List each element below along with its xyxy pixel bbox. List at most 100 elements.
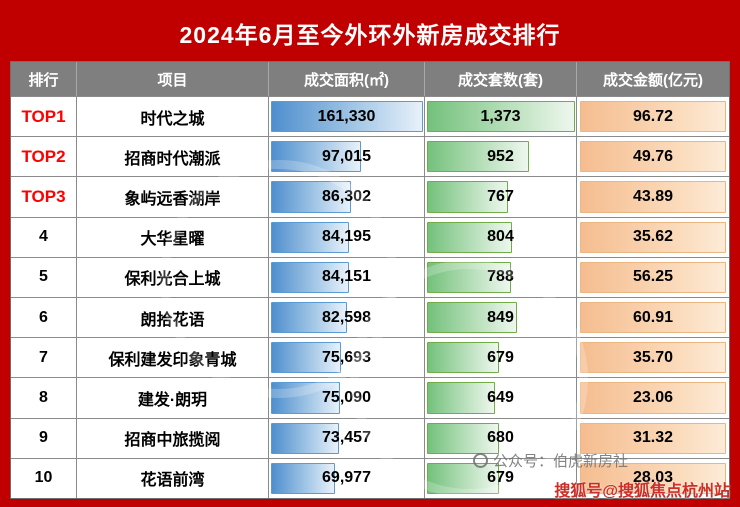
project-name: 保利建发印象青城 xyxy=(108,351,237,369)
rank-cell: 7 xyxy=(11,338,77,378)
table-row: 5 保利光合上城 84,151 788 56.25 xyxy=(11,256,729,298)
project-name: 花语前湾 xyxy=(140,472,205,490)
project-name: 时代之城 xyxy=(140,110,205,128)
project-cell: 大华星曜 xyxy=(77,217,269,257)
area-value: 84,195 xyxy=(322,228,371,246)
area-cell: 82,598 xyxy=(269,298,425,338)
amount-cell: 96.72 xyxy=(577,97,729,136)
amount-cell: 31.32 xyxy=(577,419,729,458)
area-value: 86,302 xyxy=(322,188,371,205)
amount-fill-box xyxy=(580,221,726,253)
page-title: 2024年6月至今外环外新房成交排行 xyxy=(179,22,561,48)
units-value: 788 xyxy=(487,268,514,286)
project-cell: 花语前湾 xyxy=(77,458,269,499)
amount-cell: 49.76 xyxy=(577,137,729,176)
units-cell: 804 xyxy=(425,217,577,257)
project-name: 建发·朗玥 xyxy=(137,392,208,410)
amount-value: 35.70 xyxy=(632,348,674,366)
project-cell: 象屿远香湖岸 xyxy=(77,177,269,217)
amount-fill-box xyxy=(580,382,726,414)
area-data-bar xyxy=(271,302,348,334)
rank-label: TOP3 xyxy=(21,187,66,206)
account-watermark: 公众号：伯虎新房社 xyxy=(472,450,628,471)
table-row: 10 花语前湾 69,977 679 28.03 xyxy=(11,457,729,499)
units-cell: 679 xyxy=(425,338,577,378)
rank-label: 6 xyxy=(39,308,48,326)
amount-value: 23.06 xyxy=(632,389,674,407)
amount-fill-box xyxy=(580,302,726,334)
project-name: 招商时代潮派 xyxy=(124,150,221,168)
rank-cell: 10 xyxy=(11,458,77,499)
area-value: 84,151 xyxy=(322,268,371,286)
amount-fill-box xyxy=(580,422,726,454)
rank-label: 10 xyxy=(34,469,53,487)
area-value: 82,598 xyxy=(322,308,371,326)
area-data-bar xyxy=(271,462,336,495)
amount-cell: 28.03 xyxy=(577,459,729,498)
rank-label: TOP2 xyxy=(21,146,66,166)
units-data-bar xyxy=(427,422,499,454)
column-header-rank: 排行 xyxy=(11,62,77,96)
amount-value: 31.32 xyxy=(632,429,674,447)
amount-fill-box xyxy=(580,462,726,495)
units-value: 679 xyxy=(487,348,514,366)
project-cell: 保利建发印象青城 xyxy=(77,338,269,378)
project-name: 招商中旅揽阅 xyxy=(124,432,221,450)
area-data-bar xyxy=(271,101,423,133)
units-value: 679 xyxy=(487,469,514,487)
amount-value: 35.62 xyxy=(632,228,674,246)
area-value: 161,330 xyxy=(317,107,376,125)
rank-cell: 8 xyxy=(11,378,77,418)
area-data-bar xyxy=(271,221,349,253)
units-value: 849 xyxy=(487,308,514,326)
rank-cell: TOP2 xyxy=(11,137,77,177)
table-row: TOP1 时代之城 161,330 1,373 96.72 xyxy=(11,96,729,137)
units-data-bar xyxy=(427,221,513,253)
units-value: 1,373 xyxy=(480,107,521,125)
project-cell: 建发·朗玥 xyxy=(77,378,269,418)
column-header-project: 项目 xyxy=(77,62,269,96)
project-cell: 招商时代潮派 xyxy=(77,137,269,177)
amount-cell: 23.06 xyxy=(577,378,729,417)
project-cell: 保利光合上城 xyxy=(77,257,269,298)
units-data-bar xyxy=(427,462,499,495)
area-cell: 84,151 xyxy=(269,257,425,298)
amount-cell: 60.91 xyxy=(577,298,729,337)
area-cell: 75,090 xyxy=(269,378,425,418)
column-header-amount: 成交金额(亿元) xyxy=(603,71,703,89)
table-row: 8 建发·朗玥 75,090 649 23.06 xyxy=(11,377,729,418)
area-cell: 75,693 xyxy=(269,338,425,378)
area-data-bar xyxy=(271,261,349,294)
units-data-bar xyxy=(427,141,529,173)
project-name: 大华星曜 xyxy=(140,231,205,249)
units-data-bar xyxy=(427,101,575,133)
rank-cell: 5 xyxy=(11,257,77,298)
rank-label: 5 xyxy=(39,268,48,286)
table-row: 6 朗拾花语 82,598 849 60.91 xyxy=(11,297,729,338)
units-value: 680 xyxy=(487,429,514,447)
amount-value: 43.89 xyxy=(632,188,674,205)
rank-cell: TOP1 xyxy=(11,97,77,137)
units-cell: 1,373 xyxy=(425,97,577,137)
column-header-area: 成交面积(㎡) xyxy=(269,62,425,96)
table-row: 4 大华星曜 84,195 804 35.62 xyxy=(11,216,729,257)
rank-cell: TOP3 xyxy=(11,177,77,217)
rank-label: TOP1 xyxy=(21,106,66,126)
project-name: 朗拾花语 xyxy=(140,311,205,329)
amount-cell: 56.25 xyxy=(577,258,729,297)
project-cell: 朗拾花语 xyxy=(77,298,269,338)
units-data-bar xyxy=(427,302,518,334)
amount-fill-box xyxy=(580,342,726,374)
amount-fill-box xyxy=(580,261,726,294)
table-row: 7 保利建发印象青城 75,693 679 35.70 xyxy=(11,337,729,378)
area-value: 75,693 xyxy=(322,348,371,366)
amount-value: 56.25 xyxy=(632,268,674,286)
area-cell: 73,457 xyxy=(269,418,425,458)
rank-cell: 9 xyxy=(11,418,77,458)
area-data-bar xyxy=(271,382,341,414)
amount-fill-box xyxy=(580,181,726,213)
amount-value: 28.03 xyxy=(632,469,674,487)
amount-cell: 35.62 xyxy=(577,218,729,257)
area-data-bar xyxy=(271,141,362,173)
